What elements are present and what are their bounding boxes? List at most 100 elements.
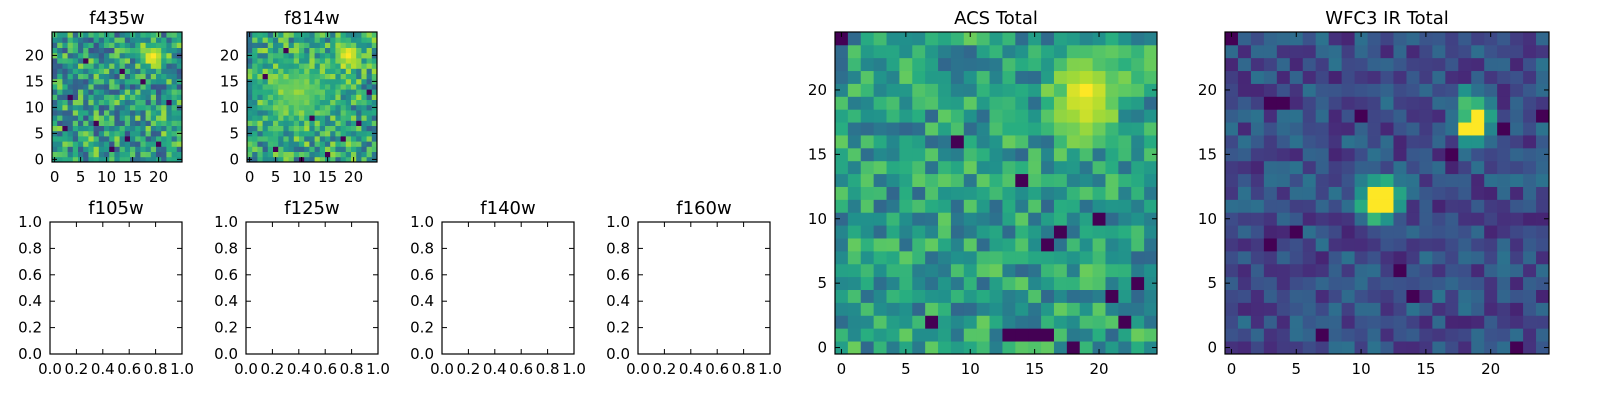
heatmap-cell — [340, 58, 347, 64]
heatmap-cell — [1079, 315, 1093, 329]
heatmap-cell — [62, 120, 68, 126]
heatmap-cell — [88, 146, 94, 152]
heatmap-cell — [262, 125, 269, 132]
heatmap-cell — [262, 120, 269, 126]
heatmap-cell — [1015, 263, 1029, 278]
heatmap-cell — [1406, 276, 1420, 290]
heatmap-cell — [1497, 135, 1511, 149]
y-tick-label: 0.0 — [410, 345, 434, 363]
heatmap-cell — [1250, 341, 1265, 355]
heatmap-cell — [1289, 328, 1304, 342]
heatmap-cell — [57, 37, 63, 43]
heatmap-cell — [1471, 147, 1485, 162]
heatmap-cell — [262, 94, 269, 100]
heatmap-cell — [130, 115, 136, 121]
heatmap-cell — [299, 68, 305, 74]
heatmap-cell — [860, 147, 875, 162]
heatmap-cell — [1445, 341, 1459, 355]
heatmap-cell — [288, 130, 295, 137]
heatmap-cell — [57, 47, 63, 54]
heatmap-cell — [314, 58, 321, 64]
heatmap-cell — [989, 147, 1003, 162]
heatmap-cell — [299, 94, 305, 100]
heatmap-cell — [989, 83, 1003, 97]
heatmap-cell — [309, 84, 315, 90]
heatmap-cell — [886, 212, 900, 226]
heatmap-cell — [1066, 109, 1081, 123]
y-tick-label: 20 — [808, 81, 827, 99]
heatmap-cell — [1484, 263, 1498, 278]
heatmap-cell — [1458, 70, 1472, 84]
heatmap-cell — [78, 68, 84, 74]
heatmap-cell — [938, 250, 952, 265]
heatmap-cell — [150, 47, 157, 54]
heatmap-cell — [1445, 276, 1459, 290]
heatmap-cell — [1225, 199, 1239, 213]
heatmap-cell — [1341, 173, 1355, 187]
heatmap-cell — [309, 156, 315, 163]
heatmap-cell — [1002, 83, 1016, 97]
heatmap-cell — [1419, 32, 1433, 46]
heatmap-cell — [1432, 263, 1446, 278]
heatmap-cell — [156, 89, 162, 95]
heatmap-cell — [351, 146, 357, 152]
x-tick-label: 0.4 — [679, 360, 703, 378]
heatmap-cell — [135, 58, 141, 64]
heatmap-cell — [1118, 302, 1132, 316]
heatmap-cell — [1263, 83, 1278, 97]
heatmap-cell — [140, 156, 146, 163]
heatmap-cell — [330, 141, 336, 147]
heatmap-cell — [262, 52, 269, 59]
heatmap-cell — [912, 57, 926, 72]
heatmap-cell — [356, 115, 362, 121]
heatmap-cell — [309, 58, 315, 64]
heatmap-cell — [166, 125, 172, 132]
heatmap-cell — [273, 141, 279, 147]
heatmap-cell — [1315, 212, 1330, 226]
heatmap-cell — [171, 99, 178, 106]
heatmap-cell — [57, 130, 63, 137]
heatmap-cell — [366, 37, 373, 43]
heatmap-cell — [319, 141, 326, 147]
heatmap-cell — [1406, 315, 1420, 329]
heatmap-cell — [1393, 44, 1407, 59]
heatmap-cell — [140, 63, 146, 69]
heatmap-cell — [1131, 57, 1145, 72]
heatmap-cell — [989, 70, 1003, 84]
heatmap-cell — [1367, 173, 1381, 187]
heatmap-cell — [140, 58, 146, 64]
x-tick-label: 1.0 — [170, 360, 194, 378]
heatmap-cell — [1419, 315, 1433, 329]
heatmap-cell — [252, 156, 258, 163]
heatmap-cell — [1445, 147, 1459, 162]
heatmap-cell — [78, 141, 84, 147]
heatmap-cell — [166, 151, 172, 158]
heatmap-cell — [356, 73, 362, 80]
heatmap-cell — [273, 110, 279, 116]
heatmap-cell — [345, 63, 352, 69]
heatmap-cell — [145, 37, 152, 43]
heatmap-cell — [1367, 341, 1381, 355]
heatmap-cell — [278, 32, 284, 38]
heatmap-cell — [1028, 70, 1042, 84]
heatmap-cell — [1250, 109, 1265, 123]
heatmap-cell — [325, 99, 331, 106]
heatmap-cell — [1380, 96, 1394, 110]
y-tick-label: 0.8 — [410, 239, 434, 257]
heatmap-cell — [140, 73, 146, 80]
heatmap-cell — [130, 104, 136, 111]
heatmap-cell — [252, 42, 258, 48]
heatmap-cell — [314, 78, 321, 85]
heatmap-cell — [1471, 160, 1485, 175]
heatmap-cell — [1118, 186, 1132, 200]
heatmap-cell — [67, 94, 74, 100]
heatmap-cell — [1276, 212, 1291, 226]
heatmap-cell — [283, 104, 289, 111]
heatmap-cell — [345, 151, 352, 158]
heatmap-cell — [330, 125, 336, 132]
heatmap-cell — [1497, 109, 1511, 123]
heatmap-cell — [1497, 315, 1511, 329]
heatmap-cell — [1354, 147, 1368, 162]
